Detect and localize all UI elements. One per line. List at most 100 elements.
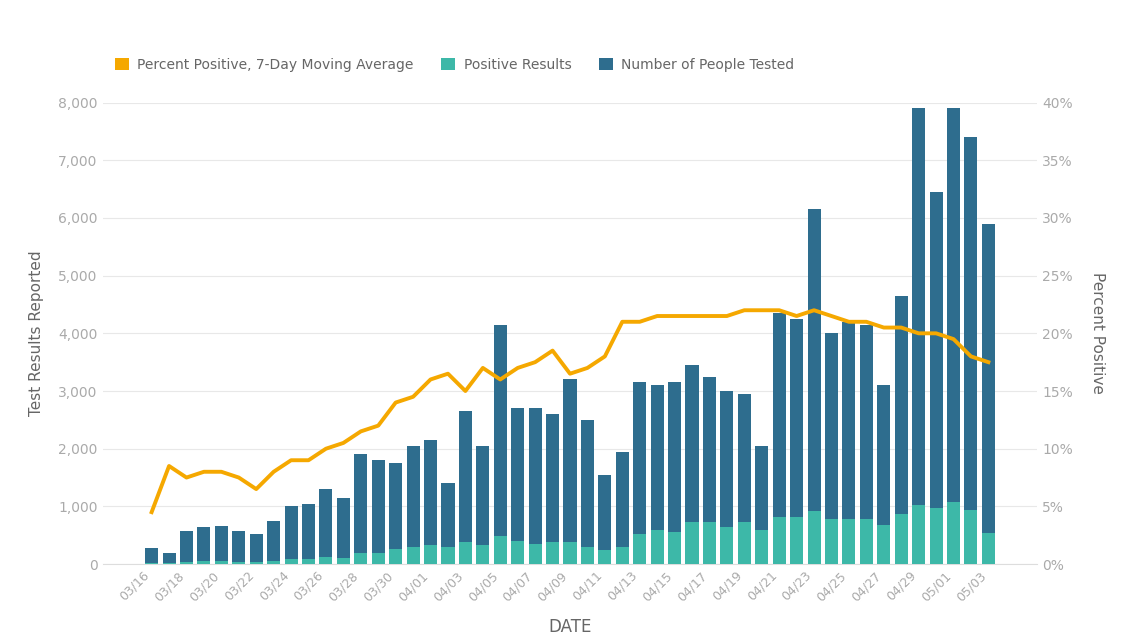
Bar <box>581 420 594 564</box>
Bar <box>598 549 611 564</box>
Bar <box>982 533 995 564</box>
Bar <box>685 365 699 564</box>
Bar <box>233 562 245 564</box>
Bar <box>651 385 663 564</box>
Bar <box>563 379 577 564</box>
Bar <box>214 562 228 564</box>
Bar <box>790 517 804 564</box>
Bar <box>285 560 298 564</box>
Legend: Percent Positive, 7-Day Moving Average, Positive Results, Number of People Teste: Percent Positive, 7-Day Moving Average, … <box>109 52 800 77</box>
Bar <box>947 108 960 564</box>
Bar <box>180 562 193 564</box>
Bar <box>668 532 681 564</box>
Bar <box>494 536 507 564</box>
Bar <box>197 527 211 564</box>
Bar <box>790 319 804 564</box>
Bar <box>912 108 926 564</box>
Bar <box>336 558 350 564</box>
Bar <box>929 508 943 564</box>
Bar <box>459 412 472 564</box>
Bar <box>703 377 716 564</box>
Bar <box>145 563 158 564</box>
Bar <box>842 519 855 564</box>
Bar <box>703 522 716 564</box>
Bar <box>494 325 507 564</box>
Bar <box>319 557 333 564</box>
Bar <box>860 325 873 564</box>
Bar <box>947 503 960 564</box>
X-axis label: DATE: DATE <box>548 617 592 636</box>
Bar <box>214 526 228 564</box>
Bar <box>964 137 977 564</box>
Bar <box>860 519 873 564</box>
Bar <box>407 547 420 564</box>
Bar <box>511 541 524 564</box>
Bar <box>842 322 855 564</box>
Bar <box>424 440 437 564</box>
Bar <box>180 531 193 564</box>
Bar <box>807 511 821 564</box>
Bar <box>982 224 995 564</box>
Bar <box>511 408 524 564</box>
Bar <box>163 563 176 564</box>
Bar <box>616 451 629 564</box>
Bar <box>372 460 385 564</box>
Bar <box>267 520 280 564</box>
Bar <box>633 534 646 564</box>
Bar <box>563 542 577 564</box>
Bar <box>895 296 907 564</box>
Bar <box>529 544 542 564</box>
Bar <box>145 548 158 564</box>
Bar <box>581 547 594 564</box>
Bar <box>267 561 280 564</box>
Bar <box>424 545 437 564</box>
Y-axis label: Percent Positive: Percent Positive <box>1090 272 1105 394</box>
Bar <box>825 519 838 564</box>
Bar <box>878 385 890 564</box>
Bar <box>964 510 977 564</box>
Bar <box>407 446 420 564</box>
Bar <box>355 553 367 564</box>
Bar <box>355 454 367 564</box>
Y-axis label: Test Results Reported: Test Results Reported <box>30 251 44 416</box>
Bar <box>302 559 315 564</box>
Bar <box>477 446 489 564</box>
Bar <box>336 497 350 564</box>
Bar <box>738 522 751 564</box>
Bar <box>633 382 646 564</box>
Bar <box>738 394 751 564</box>
Bar <box>372 553 385 564</box>
Bar <box>233 531 245 564</box>
Bar <box>773 517 785 564</box>
Bar <box>755 530 768 564</box>
Bar <box>459 542 472 564</box>
Bar <box>477 545 489 564</box>
Bar <box>250 562 262 564</box>
Bar <box>441 483 455 564</box>
Bar <box>651 530 663 564</box>
Bar <box>929 192 943 564</box>
Bar <box>685 522 699 564</box>
Bar <box>302 504 315 564</box>
Bar <box>441 547 455 564</box>
Bar <box>807 209 821 564</box>
Bar <box>546 542 559 564</box>
Bar <box>529 408 542 564</box>
Bar <box>319 489 333 564</box>
Bar <box>668 382 681 564</box>
Bar <box>389 549 402 564</box>
Bar <box>616 547 629 564</box>
Bar <box>895 514 907 564</box>
Bar <box>720 527 733 564</box>
Bar <box>250 533 262 564</box>
Bar <box>163 553 176 564</box>
Bar <box>755 446 768 564</box>
Bar <box>389 463 402 564</box>
Bar <box>912 505 926 564</box>
Bar <box>720 391 733 564</box>
Bar <box>825 333 838 564</box>
Bar <box>197 562 211 564</box>
Bar <box>878 525 890 564</box>
Bar <box>598 474 611 564</box>
Bar <box>285 506 298 564</box>
